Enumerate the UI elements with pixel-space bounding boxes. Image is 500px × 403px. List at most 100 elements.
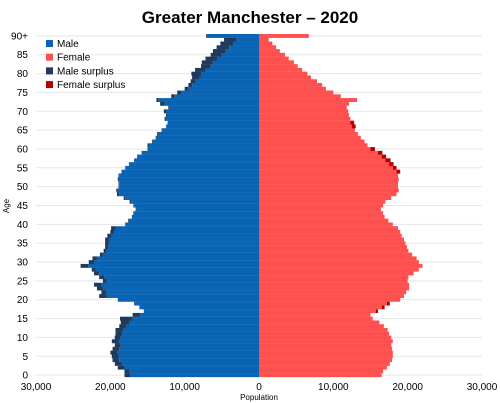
- male-surplus-bar: [117, 365, 125, 370]
- male-surplus-bar: [177, 90, 181, 95]
- female-bar: [259, 181, 399, 185]
- female-surplus-bar: [377, 150, 383, 155]
- legend-swatch: [46, 53, 53, 61]
- male-bar: [106, 294, 259, 298]
- male-bar: [147, 147, 259, 151]
- male-surplus-bar: [147, 143, 149, 148]
- male-bar: [158, 98, 259, 102]
- male-surplus-bar: [151, 139, 153, 144]
- male-bar: [121, 169, 259, 174]
- female-bar: [259, 101, 349, 106]
- female-bar: [259, 218, 389, 223]
- male-surplus-bar: [206, 34, 208, 38]
- female-bar: [259, 60, 294, 65]
- female-bar: [259, 71, 308, 76]
- legend-label: Female: [57, 53, 91, 64]
- female-bar: [259, 248, 409, 253]
- x-tick-label: 20,000: [392, 382, 423, 393]
- male-bar: [95, 267, 259, 272]
- male-bar: [139, 305, 259, 310]
- y-tick-label: 75: [17, 88, 29, 99]
- male-bar: [132, 214, 259, 219]
- male-bar: [101, 282, 259, 287]
- female-bar: [259, 214, 385, 219]
- male-surplus-bar: [216, 45, 230, 50]
- male-surplus-bar: [160, 101, 165, 106]
- male-surplus-bar: [112, 346, 120, 351]
- female-bar: [259, 135, 361, 140]
- male-surplus-bar: [131, 214, 133, 219]
- male-bar: [118, 339, 259, 344]
- female-bar: [259, 34, 309, 38]
- female-bar: [259, 56, 289, 61]
- male-surplus-bar: [156, 98, 159, 102]
- female-bar: [259, 373, 382, 378]
- male-bar: [122, 331, 259, 336]
- legend-label: Male: [57, 39, 79, 50]
- male-surplus-bar: [105, 245, 109, 249]
- female-bar: [259, 260, 419, 265]
- male-surplus-bar: [201, 60, 213, 65]
- female-bar: [259, 165, 393, 170]
- male-surplus-bar: [107, 233, 112, 238]
- female-bar: [259, 275, 409, 280]
- male-surplus-bar: [112, 358, 120, 363]
- male-bar: [158, 132, 259, 136]
- male-bar: [136, 207, 259, 212]
- female-bar: [259, 346, 393, 351]
- y-tick-label: 85: [17, 50, 29, 61]
- male-surplus-bar: [102, 279, 107, 283]
- female-bar: [259, 143, 368, 148]
- male-bar: [134, 203, 259, 208]
- male-surplus-bar: [111, 354, 119, 359]
- y-tick-label: 5: [22, 352, 28, 363]
- female-surplus-bar: [375, 309, 378, 314]
- female-bar: [259, 37, 269, 42]
- female-bar: [259, 64, 298, 69]
- female-bar: [259, 94, 341, 99]
- male-surplus-bar: [120, 320, 130, 325]
- male-bar: [129, 369, 259, 374]
- male-bar: [166, 109, 259, 114]
- male-bar: [134, 211, 259, 216]
- female-bar: [259, 75, 312, 80]
- male-surplus-bar: [168, 105, 170, 110]
- female-bar: [259, 331, 390, 336]
- male-bar: [188, 86, 259, 91]
- y-tick-label: 40: [17, 220, 29, 231]
- x-tick-label: 10,000: [318, 382, 349, 393]
- female-bar: [259, 184, 399, 189]
- male-surplus-bar: [111, 226, 116, 231]
- female-bar: [259, 207, 381, 212]
- male-bar: [169, 105, 259, 110]
- y-tick-label: 15: [17, 314, 29, 325]
- male-bar: [167, 120, 259, 125]
- y-tick-label: 10: [17, 333, 29, 344]
- male-surplus-bar: [171, 94, 175, 99]
- male-bar: [166, 116, 259, 121]
- male-surplus-bar: [93, 271, 100, 276]
- male-bar: [120, 335, 260, 340]
- female-bar: [259, 109, 349, 114]
- male-bar: [119, 184, 260, 189]
- y-tick-label: 50: [17, 182, 29, 193]
- male-bar: [134, 301, 259, 306]
- female-bar: [259, 199, 386, 204]
- female-bar: [259, 124, 352, 129]
- male-bar: [119, 358, 260, 363]
- male-surplus-bar: [111, 339, 119, 344]
- male-surplus-bar: [119, 316, 133, 321]
- female-bar: [259, 154, 382, 159]
- y-tick-label: 90+: [11, 31, 28, 42]
- male-bar: [152, 139, 259, 144]
- male-bar: [156, 135, 259, 140]
- female-bar: [259, 150, 378, 155]
- male-surplus-bar: [191, 71, 202, 76]
- male-bar: [88, 263, 260, 268]
- female-bar: [259, 263, 423, 268]
- female-bar: [259, 335, 392, 340]
- female-bar: [259, 328, 388, 332]
- male-surplus-bar: [157, 132, 159, 136]
- male-surplus-bar: [155, 135, 157, 140]
